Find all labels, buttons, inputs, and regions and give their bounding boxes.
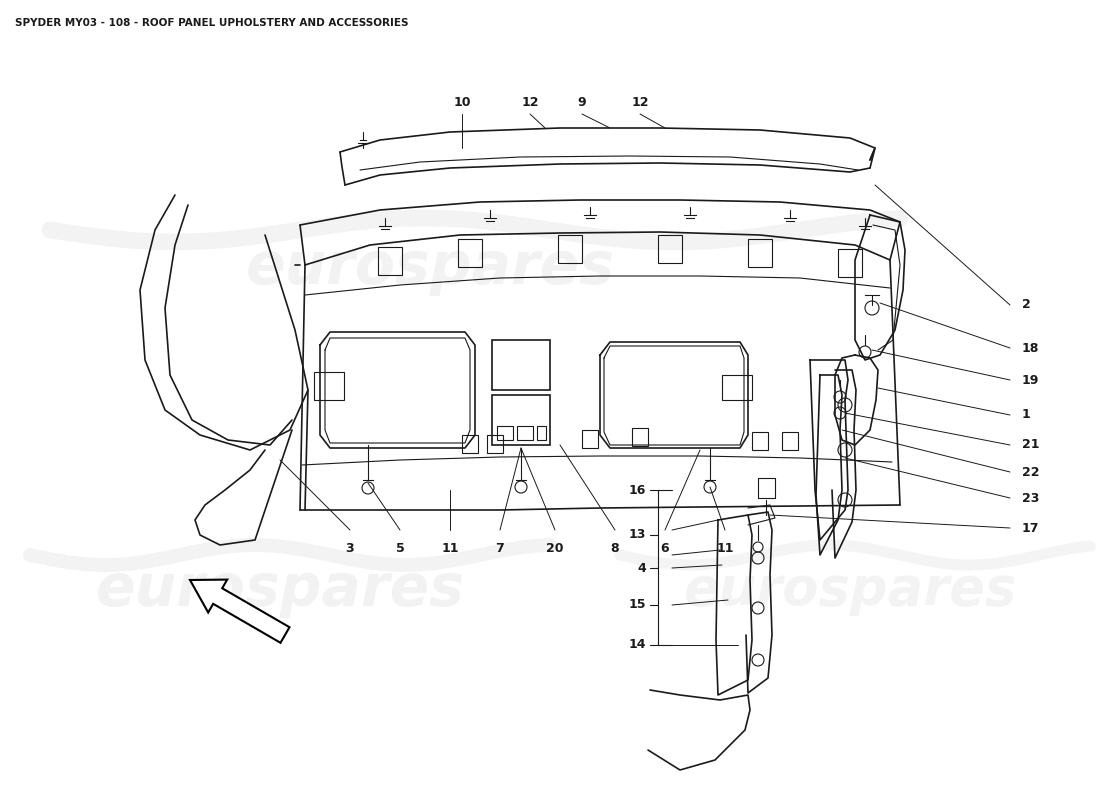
- Text: 13: 13: [628, 529, 646, 542]
- Bar: [458, 239, 482, 267]
- Text: 10: 10: [453, 95, 471, 109]
- Text: 4: 4: [637, 562, 646, 574]
- Text: eurospares: eurospares: [96, 562, 464, 618]
- Bar: [314, 372, 344, 400]
- Text: 15: 15: [628, 598, 646, 611]
- Text: 11: 11: [441, 542, 459, 554]
- Bar: [517, 426, 534, 440]
- Text: 11: 11: [716, 542, 734, 554]
- Bar: [782, 432, 797, 450]
- FancyArrow shape: [190, 579, 289, 642]
- Text: 2: 2: [1022, 298, 1031, 311]
- Text: 23: 23: [1022, 491, 1040, 505]
- Bar: [748, 239, 772, 267]
- Bar: [462, 435, 478, 453]
- Text: eurospares: eurospares: [683, 564, 1016, 616]
- Text: 21: 21: [1022, 438, 1040, 451]
- Text: 17: 17: [1022, 522, 1040, 534]
- Text: 6: 6: [661, 542, 669, 554]
- Text: 16: 16: [628, 483, 646, 497]
- Text: 9: 9: [578, 95, 586, 109]
- Bar: [582, 430, 598, 448]
- Bar: [492, 340, 550, 390]
- Bar: [537, 426, 546, 440]
- Bar: [492, 395, 550, 445]
- Text: 22: 22: [1022, 466, 1040, 478]
- Text: 18: 18: [1022, 342, 1040, 354]
- Bar: [487, 435, 503, 453]
- Text: 7: 7: [496, 542, 505, 554]
- Text: 12: 12: [631, 95, 649, 109]
- Text: 8: 8: [610, 542, 619, 554]
- Text: 1: 1: [1022, 409, 1031, 422]
- Bar: [722, 375, 752, 400]
- Text: 3: 3: [345, 542, 354, 554]
- Bar: [378, 247, 402, 275]
- Text: 20: 20: [547, 542, 563, 554]
- Text: 12: 12: [521, 95, 539, 109]
- Bar: [632, 428, 648, 446]
- Text: 5: 5: [396, 542, 405, 554]
- Text: 19: 19: [1022, 374, 1040, 386]
- Bar: [838, 249, 862, 277]
- Text: 14: 14: [628, 638, 646, 651]
- Text: eurospares: eurospares: [245, 239, 615, 297]
- Bar: [658, 235, 682, 263]
- Text: SPYDER MY03 - 108 - ROOF PANEL UPHOLSTERY AND ACCESSORIES: SPYDER MY03 - 108 - ROOF PANEL UPHOLSTER…: [15, 18, 408, 28]
- Bar: [497, 426, 513, 440]
- Bar: [558, 235, 582, 263]
- Bar: [752, 432, 768, 450]
